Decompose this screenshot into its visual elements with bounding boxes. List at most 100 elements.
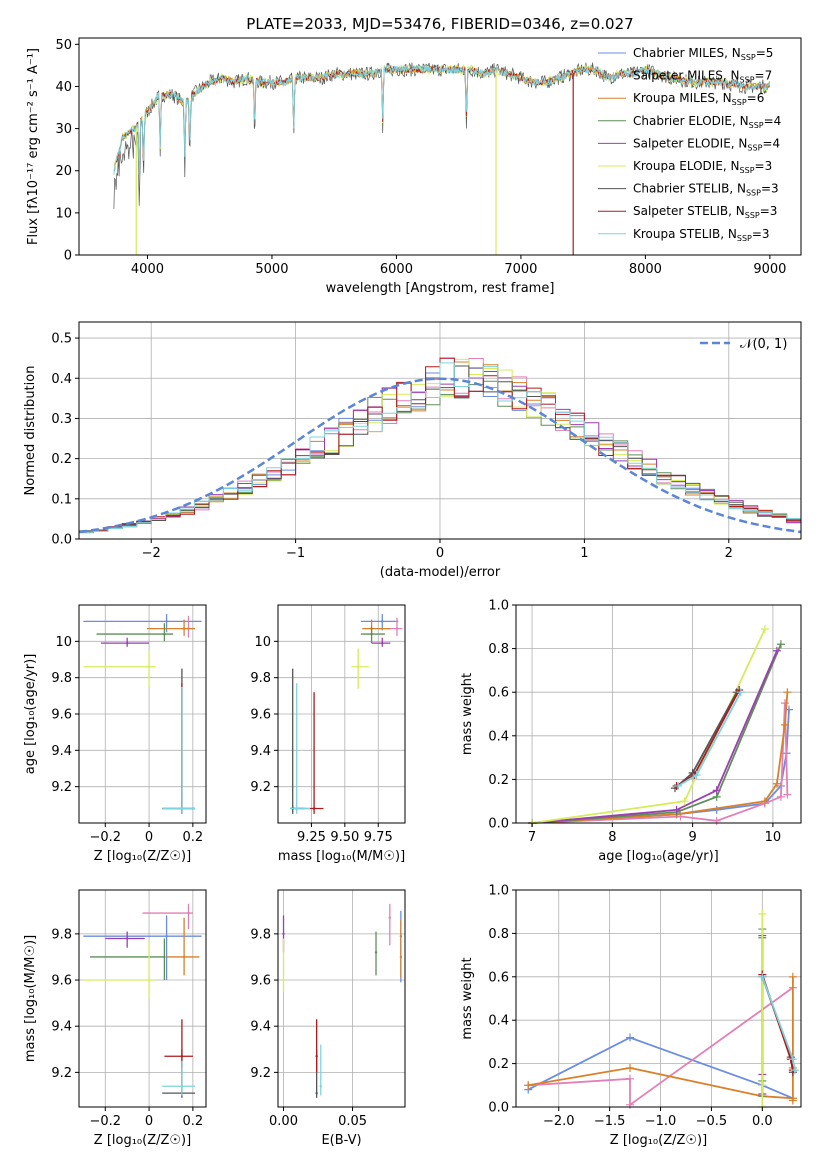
y-tick-label: 9.8	[51, 927, 72, 942]
x-tick-label: 0.0	[752, 1114, 773, 1129]
weight-marker	[772, 646, 781, 655]
weight-marker	[772, 779, 781, 788]
x-axis-label: age [log₁₀(age/yr)]	[598, 849, 719, 864]
x-tick-label: 2	[725, 546, 733, 561]
weight-line	[531, 628, 766, 824]
y-tick-label: 0.8	[488, 642, 509, 657]
data-point	[147, 978, 151, 982]
weight-marker	[626, 1033, 634, 1042]
y-axis-label: Flux [fλ10⁻¹⁷ erg cm⁻² s⁻¹ A⁻¹]	[26, 48, 41, 245]
weight-marker	[674, 781, 683, 790]
x-axis-label: Z [log₁₀(Z/Z☉)]	[94, 849, 191, 864]
data-point	[165, 934, 168, 938]
weight-marker	[783, 790, 792, 799]
y-tick-label: 9.8	[250, 927, 271, 942]
weight-marker	[692, 771, 701, 780]
legend-entry: Salpeter ELODIE, NSSP=4	[633, 136, 780, 152]
legend-entry: Kroupa STELIB, NSSP=3	[633, 227, 770, 243]
x-tick-label: 9	[688, 830, 696, 845]
y-tick-label: 9.4	[51, 744, 72, 759]
mass-vs-ebv-panel: 0.00 0.05 9.2 9.4 9.6 9.8 E(B-V)	[250, 889, 406, 1148]
data-point	[374, 951, 378, 954]
normal-curve	[78, 377, 802, 534]
y-tick-label: 9.2	[51, 780, 72, 795]
x-axis-label: wavelength [Angstrom, rest frame]	[326, 281, 555, 296]
axes-frame	[78, 889, 207, 1108]
y-tick-label: 0.2	[51, 452, 72, 467]
weight-marker	[780, 699, 789, 708]
y-tick-label: 9.4	[250, 1020, 271, 1035]
data-point	[357, 665, 360, 668]
y-tick-label: 0.4	[488, 1014, 509, 1029]
weight-line	[532, 692, 789, 824]
x-tick-label: 0	[145, 1114, 153, 1129]
weight-marker	[524, 1081, 533, 1090]
weight-marker	[788, 1055, 797, 1064]
legend-entry: 𝒩(0, 1)	[740, 337, 787, 352]
y-axis-label: age [log₁₀(age/yr)]	[23, 654, 38, 775]
data-point	[182, 955, 186, 959]
y-tick-label: 10	[55, 206, 72, 221]
axes-frame	[515, 604, 802, 824]
x-tick-label: 9.25	[297, 830, 326, 845]
data-point	[125, 641, 129, 645]
y-tick-label: 20	[55, 164, 72, 179]
age-vs-z-panel: −0.2 0 0.2 9.2 9.4 9.6 9.8 10 Z [log₁₀(Z/Z☉)] age…	[23, 604, 207, 864]
weight-line	[532, 650, 778, 824]
weight-marker	[736, 688, 745, 697]
y-tick-label: 9.8	[51, 671, 72, 686]
y-tick-label: 9.2	[51, 1066, 72, 1081]
y-tick-label: 9.2	[250, 780, 271, 795]
data-point	[282, 932, 285, 936]
y-axis-label: Normed distribution	[23, 366, 38, 496]
legend-entry: Kroupa ELODIE, NSSP=3	[633, 159, 772, 175]
data-point	[315, 1091, 318, 1095]
y-tick-label: 0.5	[51, 332, 72, 347]
data-point	[370, 632, 373, 636]
weight-marker	[760, 797, 769, 806]
mass-vs-z-panel: −0.2 0 0.2 9.2 9.4 9.6 9.8 Z [log₁₀(Z/Z☉)] mass …	[23, 889, 207, 1148]
weight-marker	[776, 792, 785, 801]
x-tick-label: −1.0	[645, 1114, 677, 1129]
axes-frame	[78, 37, 802, 256]
data-point	[125, 937, 129, 940]
x-tick-label: 6000	[380, 262, 413, 277]
data-point	[319, 1085, 322, 1088]
y-tick-label: 0.0	[488, 817, 509, 832]
data-point	[163, 632, 166, 636]
data-point	[312, 807, 316, 810]
x-tick-label: 10	[765, 830, 782, 845]
weight-marker	[788, 972, 797, 981]
y-tick-label: 9.6	[250, 708, 271, 723]
y-tick-label: 9.8	[250, 671, 271, 686]
x-tick-label: −1	[286, 546, 305, 561]
x-tick-label: 9.50	[330, 830, 359, 845]
figure-title: PLATE=2033, MJD=53476, FIBERID=0346, z=0…	[246, 15, 633, 33]
x-tick-label: 5000	[255, 262, 288, 277]
y-tick-label: 9.6	[51, 708, 72, 723]
weight-marker	[760, 624, 769, 633]
y-tick-label: 10	[254, 635, 271, 650]
legend-entry: Kroupa MILES, NSSP=6	[633, 91, 764, 107]
weight-marker	[626, 1063, 634, 1072]
legend-entry: Chabrier MILES, NSSP=5	[633, 46, 773, 62]
x-tick-label: 9000	[753, 262, 786, 277]
x-tick-label: −1.5	[594, 1114, 626, 1129]
histogram-step	[79, 362, 801, 533]
y-tick-label: 9.4	[51, 1020, 72, 1035]
axes-frame	[277, 889, 406, 1108]
legend-entry: Salpeter STELIB, NSSP=3	[633, 204, 777, 220]
weight-line	[528, 986, 794, 1107]
weight-marker	[776, 640, 785, 649]
x-tick-label: 9.75	[364, 830, 393, 845]
legend-entry: Chabrier ELODIE, NSSP=4	[633, 114, 781, 130]
weight-marker	[712, 816, 721, 825]
weight-marker	[712, 786, 721, 795]
weight-line	[532, 643, 782, 824]
data-point	[381, 620, 384, 623]
weight-vs-age-panel: 7 8 9 10 0.0 0.2 0.4 0.6 0.8 1.0 age [log₁₀(age/yr…	[460, 599, 802, 864]
y-tick-label: 0.4	[488, 729, 509, 744]
data-point	[315, 1055, 318, 1058]
data-point	[388, 916, 392, 919]
